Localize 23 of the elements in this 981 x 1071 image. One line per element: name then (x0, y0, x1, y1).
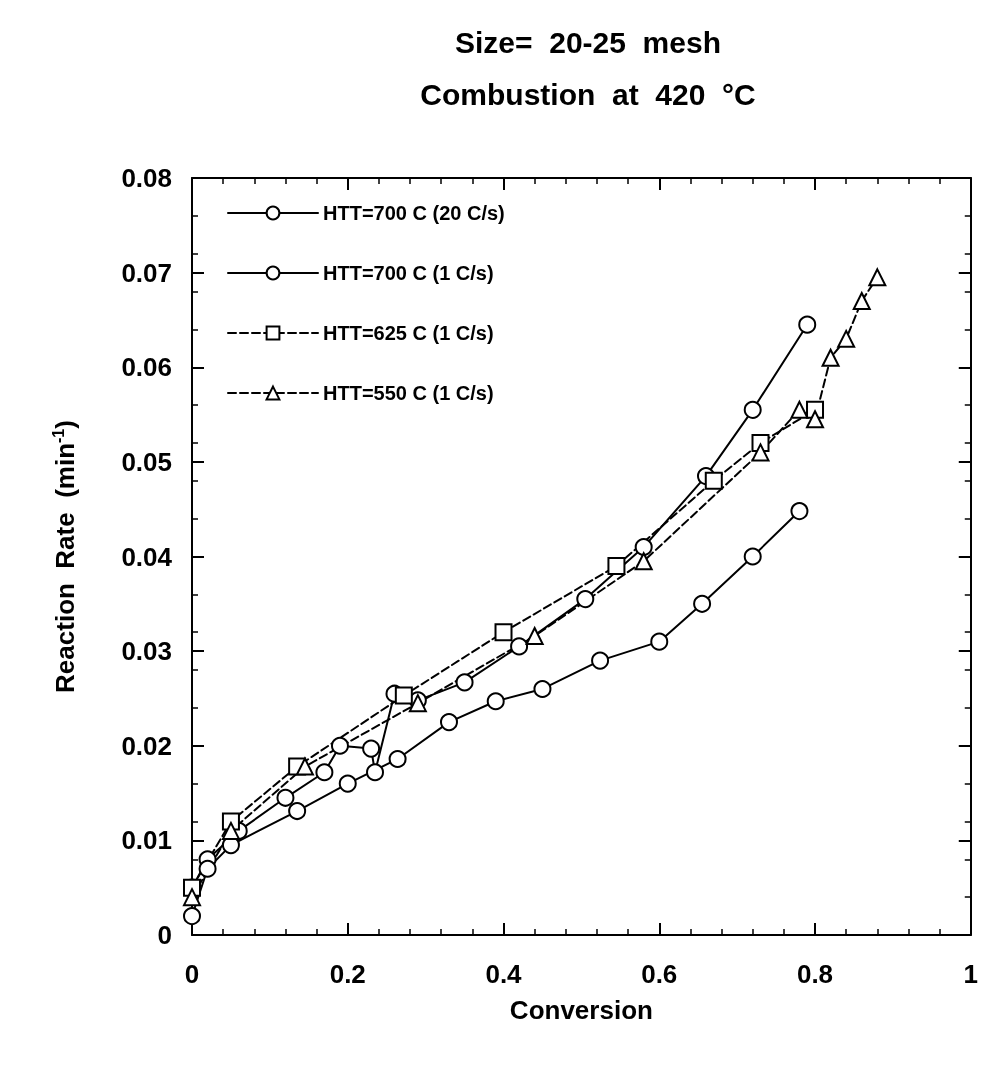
y-tick-label: 0.03 (121, 636, 172, 667)
legend-label: HTT=700 C (20 C/s) (323, 202, 505, 224)
y-tick-label: 0 (157, 920, 172, 950)
legend-label: HTT=550 C (1 C/s) (323, 382, 494, 404)
x-axis-title: Conversion (509, 995, 653, 1025)
chart-subtitle: Combustion at 420 °C (420, 77, 756, 111)
x-tick-label: 0 (184, 959, 200, 989)
x-tick-label: 0.8 (796, 959, 834, 989)
y-axis-title: Reaction Rate (min-1) (49, 420, 80, 693)
y-tick-label: 0.01 (121, 825, 172, 856)
legend-label: HTT=700 C (1 C/s) (323, 262, 494, 284)
x-tick-label: 0.6 (641, 959, 678, 989)
x-tick-label: 0.4 (485, 959, 523, 989)
y-tick-label: 0.05 (121, 446, 172, 477)
y-tick-label: 0.04 (121, 541, 173, 572)
chart-title: Size= 20-25 mesh (455, 25, 721, 59)
x-tick-label: 0.2 (329, 959, 366, 989)
legend-label: HTT=625 C (1 C/s) (323, 322, 494, 344)
y-tick-label: 0.06 (121, 352, 172, 383)
y-tick-label: 0.08 (121, 163, 172, 193)
y-tick-label: 0.07 (121, 257, 172, 288)
y-tick-label: 0.02 (121, 730, 172, 761)
x-tick-label: 1 (963, 959, 978, 989)
